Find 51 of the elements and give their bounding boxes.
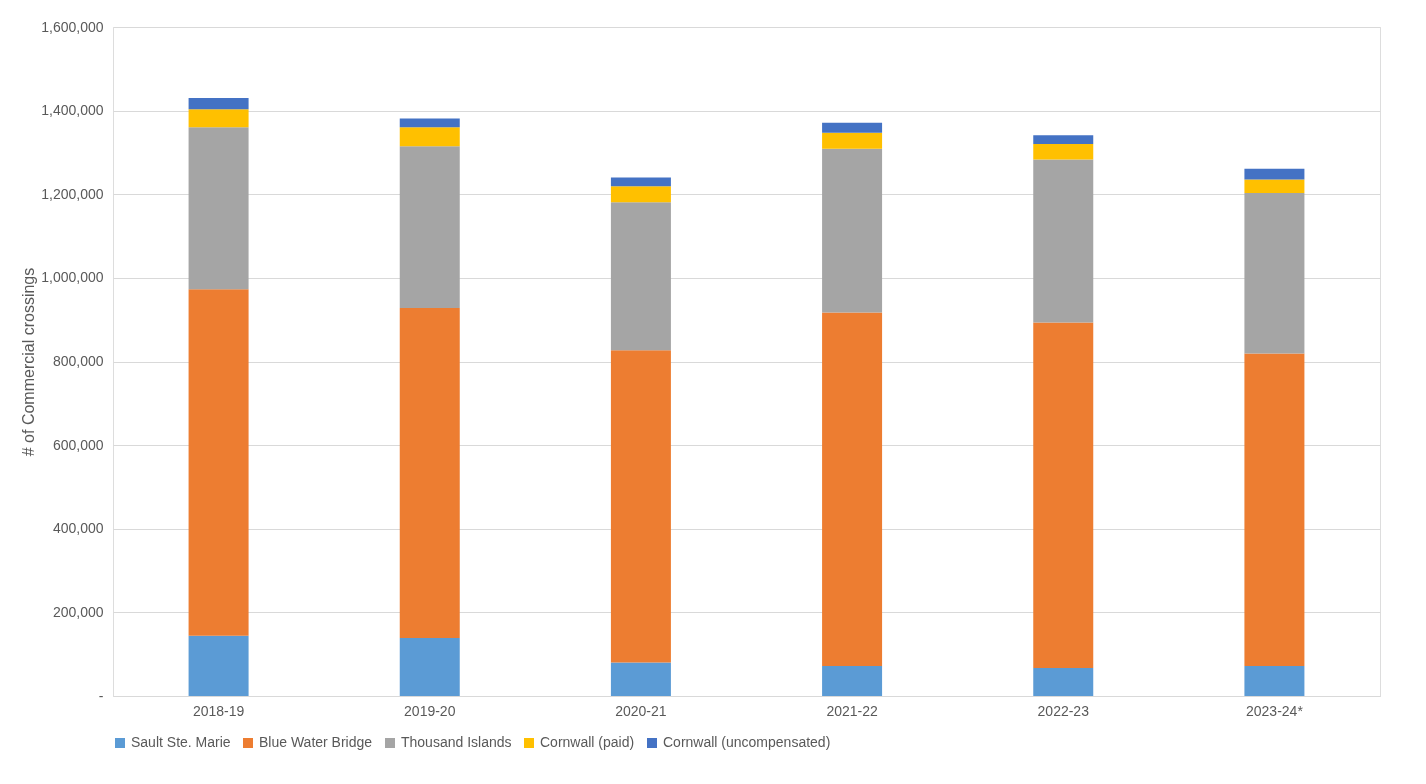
y-tick-label: 1,400,000 (41, 102, 104, 119)
legend-label: Cornwall (paid) (540, 734, 635, 750)
bar (822, 665, 883, 696)
legend-label: Cornwall (uncompensated) (663, 734, 831, 750)
y-tick-label: 400,000 (52, 520, 104, 537)
bar (1033, 144, 1094, 160)
bar (188, 635, 249, 696)
x-tick-label: 2021-22 (826, 702, 878, 719)
bar (1244, 179, 1305, 193)
bar (610, 202, 671, 351)
bar (822, 148, 883, 313)
bar (1244, 353, 1305, 666)
bar (188, 289, 249, 636)
bar (610, 662, 671, 696)
legend-label: Blue Water Bridge (259, 734, 373, 750)
x-tick-label: 2019-20 (404, 702, 456, 719)
bar (399, 118, 460, 128)
bar (399, 307, 460, 638)
y-tick-label: 600,000 (52, 436, 104, 453)
bar (822, 122, 883, 133)
bar (822, 132, 883, 149)
bar (1033, 159, 1094, 323)
bar (188, 127, 249, 290)
bar (610, 186, 671, 203)
x-tick-label: 2022-23 (1037, 702, 1090, 719)
bar (1244, 665, 1305, 696)
x-tick-label: 2023-24* (1246, 702, 1304, 719)
y-tick-label: 1,600,000 (41, 18, 104, 35)
bar (399, 637, 460, 696)
y-tick-label: 200,000 (52, 603, 104, 620)
bar (399, 146, 460, 308)
bar (1033, 322, 1094, 668)
y-tick-label: - (98, 687, 104, 704)
x-tick-label: 2020-21 (615, 702, 667, 719)
bar (1244, 193, 1305, 354)
legend-label: Thousand Islands (401, 734, 512, 750)
y-tick-label: 1,000,000 (41, 269, 104, 286)
y-axis-title: # of Commercial crossings (20, 267, 38, 457)
bar (1033, 667, 1094, 696)
bar (1244, 168, 1305, 180)
bar (822, 312, 883, 666)
bar (399, 127, 460, 147)
bar (188, 98, 249, 110)
bar (1033, 135, 1094, 145)
x-tick-label: 2018-19 (192, 702, 245, 719)
bar (610, 350, 671, 663)
bar (610, 177, 671, 187)
legend-label: Sault Ste. Marie (131, 734, 231, 750)
bar (188, 109, 249, 128)
y-tick-label: 800,000 (52, 353, 104, 369)
y-tick-label: 1,200,000 (41, 185, 104, 202)
